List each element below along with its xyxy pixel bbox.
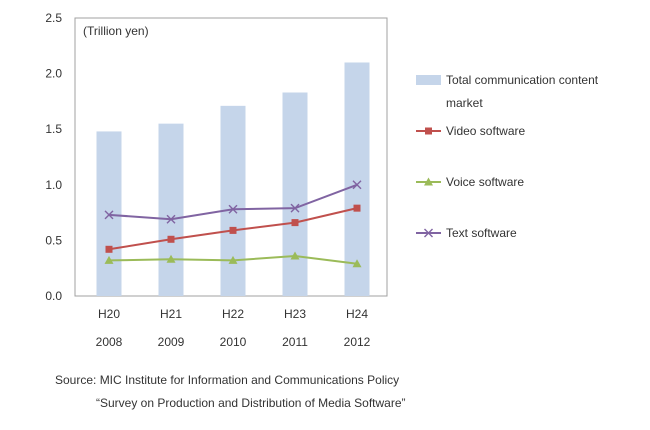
x-tick-label: H23 [284,307,306,321]
legend: Total communication content market Video s… [416,73,599,240]
legend-entry: Total communication content market [416,73,599,110]
square-marker [229,226,237,234]
x-tick-label-year: 2009 [158,335,185,349]
y-axis: 0.0 0.5 1.0 1.5 2.0 2.5 [45,11,62,303]
x-tick-label-year: 2011 [282,335,308,349]
y-tick-label: 0.5 [45,233,62,247]
x-marker-stroke [290,203,300,213]
bar [220,105,246,297]
y-tick-label: 2.5 [45,11,62,25]
x-marker-stroke [104,210,114,220]
y-tick-label: 0.0 [45,289,62,303]
x-marker [424,228,433,238]
x-marker-stroke [166,214,176,224]
x-tick-label: H21 [160,307,182,321]
square-marker [105,245,113,253]
legend-label: market [446,96,483,110]
triangle-marker [104,255,114,264]
unit-label: (Trillion yen) [83,24,149,38]
legend-label: Text software [446,226,517,240]
x-tick-label: H24 [346,307,368,321]
triangle-marker [228,255,238,264]
source-line-2: “Survey on Production and Distribution o… [96,396,406,410]
y-tick-label: 1.0 [45,178,62,192]
bar [96,131,122,296]
bar [158,123,184,296]
triangle-marker [290,251,300,260]
x-tick-label-year: 2012 [344,335,371,349]
x-marker-stroke [228,204,238,214]
square-marker [353,204,361,212]
legend-label: Total communication content [446,73,599,87]
x-marker [228,204,238,214]
y-tick-label: 2.0 [45,67,62,81]
x-marker [352,180,362,190]
x-tick-label: H20 [98,307,120,321]
x-tick-label-year: 2008 [96,335,123,349]
square-marker [291,219,299,227]
triangle-marker [352,259,362,268]
y-tick-label: 1.5 [45,122,62,136]
square-marker [425,127,432,135]
x-marker [290,203,300,213]
triangle-marker [166,254,176,263]
x-marker-stroke [352,180,362,190]
x-marker [166,214,176,224]
square-marker [167,235,175,243]
legend-label: Video software [446,124,525,138]
x-tick-label-year: 2010 [220,335,247,349]
bar [344,62,370,297]
x-axis: H20 2008 H21 2009 H22 2010 H23 2011 H24 2012 [96,307,371,349]
x-tick-label: H22 [222,307,244,321]
line-series [104,180,362,268]
source-line-1: Source: MIC Institute for Information an… [55,373,400,387]
legend-entry: Video software [416,124,525,138]
legend-label: Voice software [446,175,524,189]
x-marker-stroke [424,228,433,238]
triangle-marker [424,177,433,186]
legend-entry: Text software [416,226,517,240]
bar [282,92,308,296]
bar-series [96,62,370,297]
legend-swatch [416,75,441,85]
x-marker [104,210,114,220]
legend-entry: Voice software [416,175,524,189]
